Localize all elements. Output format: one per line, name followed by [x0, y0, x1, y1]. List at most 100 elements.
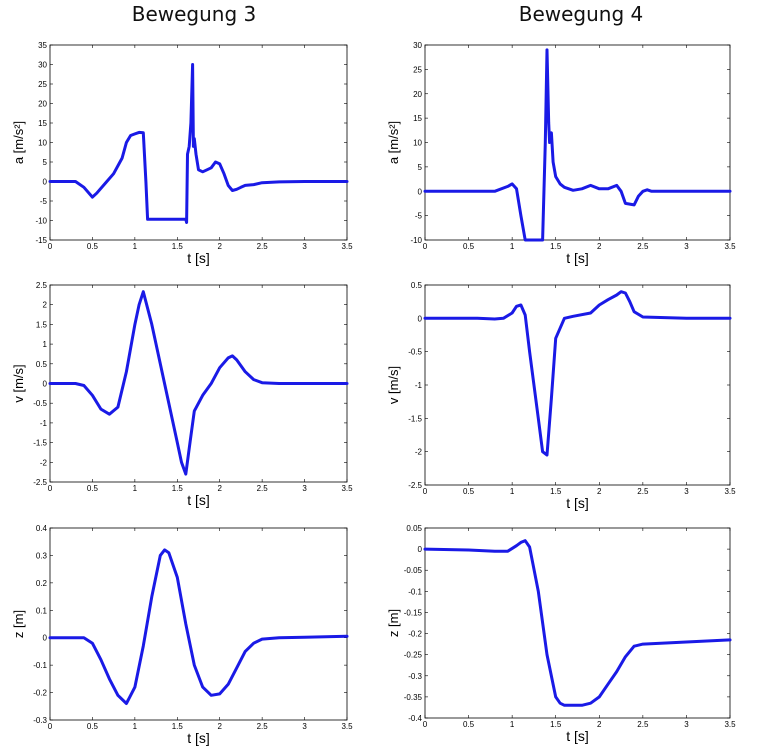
y-tick-label: 0.2: [36, 579, 48, 588]
x-axis-label: t [s]: [187, 730, 210, 746]
y-tick-label: -2: [40, 458, 48, 467]
x-tick-label: 2: [597, 720, 602, 729]
x-axis-label: t [s]: [566, 728, 589, 744]
y-tick-label: -0.05: [404, 566, 423, 575]
y-tick-label: -1.5: [408, 414, 422, 423]
y-tick-label: -1: [40, 419, 48, 428]
y-tick-label: 20: [38, 100, 47, 109]
chart-bewegung-4-acceleration: 0 0.5 1 1.5 2 2.5 3 3.5 -10 -5 0 5 10 15 20 25 30 t [s] a …: [386, 41, 736, 266]
y-tick-label: 10: [413, 139, 422, 148]
x-tick-label: 2: [217, 484, 222, 493]
y-tick-label: 5: [418, 163, 423, 172]
y-axis-label: z [m]: [11, 610, 26, 638]
series-line: [423, 290, 732, 457]
x-tick-label: 2: [217, 722, 222, 731]
y-tick-label: -10: [410, 236, 422, 245]
chart-bewegung-3-acceleration: 0 0.5 1 1.5 2 2.5 3 3.5 -15 -10 -5 0 5 10 15 20 25 30 35 t …: [11, 41, 353, 266]
x-tick-label: 2.5: [637, 720, 649, 729]
y-tick-label: 5: [43, 158, 48, 167]
y-tick-label: -1: [415, 381, 423, 390]
y-tick-label: 0: [43, 634, 48, 643]
x-tick-label: 1.5: [172, 242, 184, 251]
y-tick-label: -0.2: [408, 630, 422, 639]
y-tick-label: -2.5: [408, 481, 422, 490]
x-tick-label: 0.5: [463, 242, 475, 251]
y-tick-label: 2.5: [36, 281, 48, 290]
x-tick-label: 3.5: [724, 242, 736, 251]
series-line: [48, 548, 349, 705]
x-tick-label: 3: [684, 720, 689, 729]
y-tick-label: 2: [43, 301, 48, 310]
y-tick-label: 0: [418, 187, 423, 196]
x-axis-label: t [s]: [566, 250, 589, 266]
x-tick-label: 3.5: [341, 242, 353, 251]
x-tick-label: 0.5: [87, 484, 99, 493]
x-tick-label: 3: [302, 242, 307, 251]
series-line: [423, 48, 732, 242]
x-tick-label: 1: [510, 720, 515, 729]
x-tick-label: 1.5: [550, 487, 562, 496]
y-tick-label: 15: [413, 114, 422, 123]
x-tick-label: 2.5: [257, 242, 269, 251]
x-tick-label: 1: [133, 722, 138, 731]
y-axis-label: a [m/s²]: [386, 121, 401, 164]
x-tick-label: 2: [597, 242, 602, 251]
x-tick-label: 0.5: [87, 722, 99, 731]
y-tick-label: 25: [413, 65, 422, 74]
y-tick-label: -0.5: [33, 399, 47, 408]
x-tick-label: 1: [510, 242, 515, 251]
y-tick-label: 0: [43, 178, 48, 187]
y-tick-label: 0.3: [36, 551, 48, 560]
y-tick-label: -0.5: [408, 348, 422, 357]
y-tick-label: -0.2: [33, 689, 47, 698]
x-tick-label: 0: [48, 242, 53, 251]
y-tick-label: 20: [413, 90, 422, 99]
y-axis-label: v [m/s]: [386, 366, 401, 404]
y-tick-label: 1: [43, 340, 48, 349]
x-tick-label: 3: [302, 484, 307, 493]
x-tick-label: 2.5: [637, 242, 649, 251]
x-tick-label: 0: [423, 720, 428, 729]
x-tick-label: 1.5: [172, 484, 184, 493]
y-tick-label: -1.5: [33, 439, 47, 448]
x-tick-label: 3.5: [724, 487, 736, 496]
x-tick-label: 0.5: [87, 242, 99, 251]
x-tick-label: 2.5: [257, 722, 269, 731]
y-tick-label: -0.3: [33, 716, 47, 725]
x-tick-label: 1.5: [550, 720, 562, 729]
x-tick-label: 3: [684, 242, 689, 251]
y-tick-label: -0.25: [404, 651, 423, 660]
x-tick-label: 1: [133, 242, 138, 251]
y-tick-label: 0.05: [406, 524, 422, 533]
y-tick-label: -2: [415, 448, 423, 457]
x-axis-label: t [s]: [566, 495, 589, 511]
x-tick-label: 2.5: [637, 487, 649, 496]
y-tick-label: 35: [38, 41, 47, 50]
y-tick-label: -0.15: [404, 608, 423, 617]
x-tick-label: 2: [597, 487, 602, 496]
chart-bewegung-4-position: 0 0.5 1 1.5 2 2.5 3 3.5 -0.4 -0.35 -0.3 -0.25 -0.2 -0…: [386, 524, 736, 744]
x-tick-label: 1: [510, 487, 515, 496]
y-tick-label: -5: [415, 212, 423, 221]
y-axis-label: v [m/s]: [11, 364, 26, 402]
column-title-bewegung-3: Bewegung 3: [131, 2, 257, 26]
y-tick-label: -15: [35, 236, 47, 245]
y-tick-label: 1.5: [36, 320, 48, 329]
y-tick-label: 25: [38, 80, 47, 89]
plot-frame: [424, 44, 731, 241]
y-tick-label: 0: [418, 545, 423, 554]
y-tick-label: -0.3: [408, 672, 422, 681]
y-tick-label: 0.5: [411, 281, 423, 290]
series-line: [48, 63, 349, 224]
y-axis-label: a [m/s²]: [11, 121, 26, 164]
y-tick-label: -5: [40, 197, 48, 206]
x-tick-label: 1.5: [172, 722, 184, 731]
x-tick-label: 1.5: [550, 242, 562, 251]
x-tick-label: 3.5: [341, 722, 353, 731]
column-title-bewegung-4: Bewegung 4: [518, 2, 644, 26]
y-tick-label: 30: [413, 41, 422, 50]
x-tick-label: 0.5: [463, 720, 475, 729]
x-axis-label: t [s]: [187, 250, 210, 266]
x-tick-label: 0.5: [463, 487, 475, 496]
x-tick-label: 0: [423, 242, 428, 251]
